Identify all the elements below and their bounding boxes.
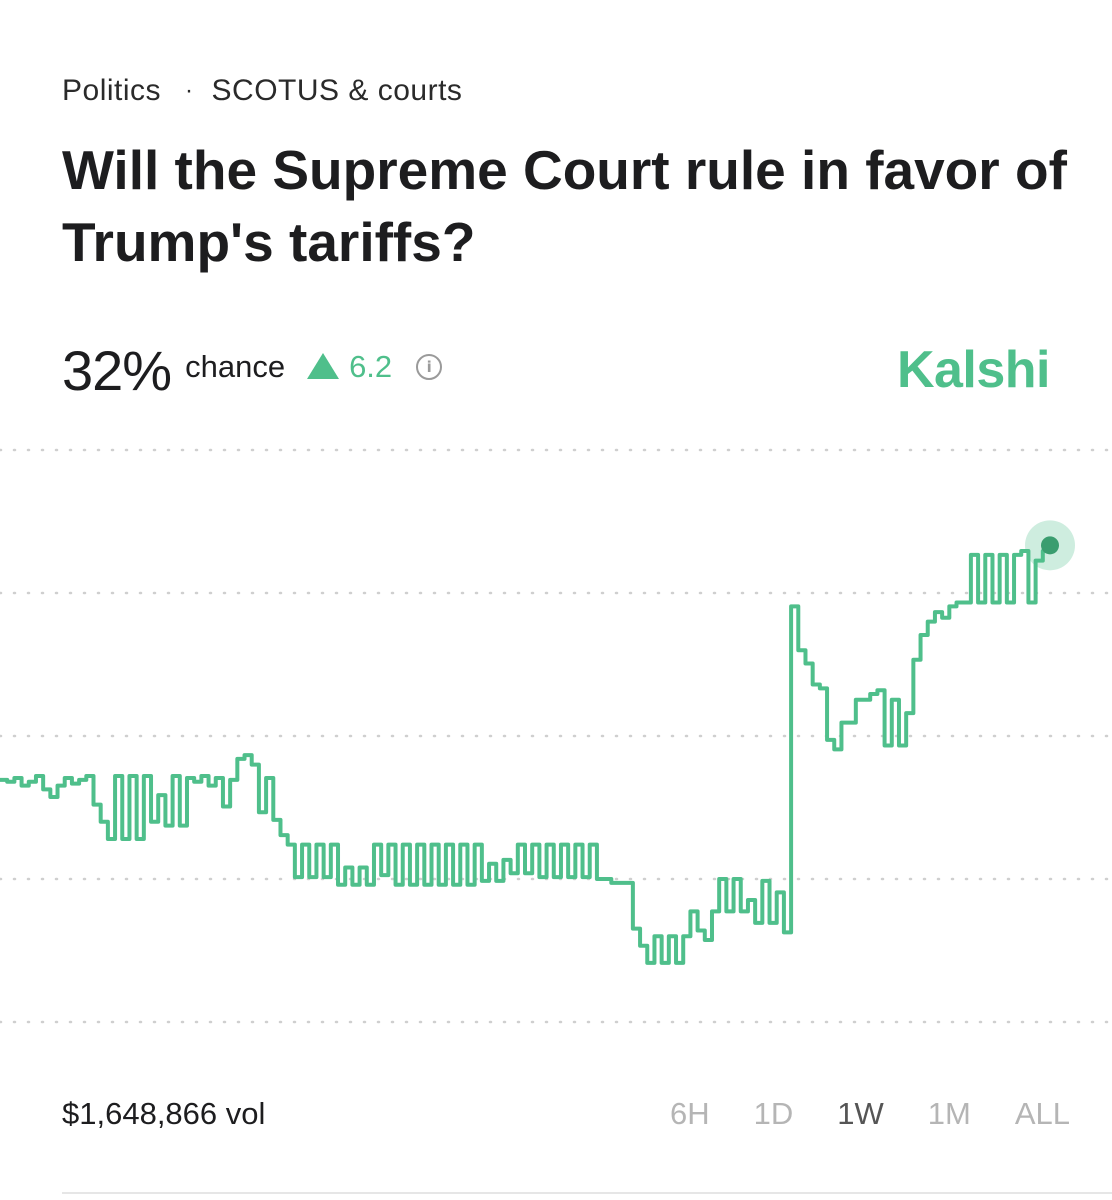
range-6h-button[interactable]: 6H	[669, 1096, 710, 1131]
series-line	[0, 545, 1052, 965]
breadcrumb-subcategory[interactable]: SCOTUS & courts	[211, 74, 463, 107]
info-icon[interactable]: i	[416, 353, 443, 380]
market-title: Will the Supreme Court rule in favor of …	[62, 139, 1067, 273]
current-point	[1041, 536, 1059, 555]
chance-percent: 32%	[62, 339, 172, 402]
chance-summary: 32% chance 6.2 i	[62, 338, 443, 403]
triangle-up-icon	[307, 352, 340, 379]
breadcrumb-category[interactable]: Politics	[62, 74, 162, 107]
chance-delta: 6.2	[307, 349, 392, 385]
range-1w-button[interactable]: 1W	[837, 1096, 884, 1131]
range-1d-button[interactable]: 1D	[753, 1096, 794, 1131]
range-1m-button[interactable]: 1M	[927, 1096, 971, 1131]
range-all-button[interactable]: ALL	[1014, 1096, 1070, 1131]
breadcrumb-separator: ·	[185, 77, 194, 104]
time-range-selector: 6H 1D 1W 1M ALL	[626, 1096, 1070, 1132]
chance-delta-value: 6.2	[349, 348, 393, 384]
chance-label: chance	[185, 348, 286, 384]
brand-logo[interactable]: Kalshi	[896, 341, 1051, 399]
volume-label: $1,648,866 vol	[62, 1096, 266, 1131]
divider	[62, 1192, 1112, 1194]
price-chart[interactable]	[0, 430, 1112, 1040]
breadcrumb: Politics · SCOTUS & courts	[62, 74, 462, 108]
